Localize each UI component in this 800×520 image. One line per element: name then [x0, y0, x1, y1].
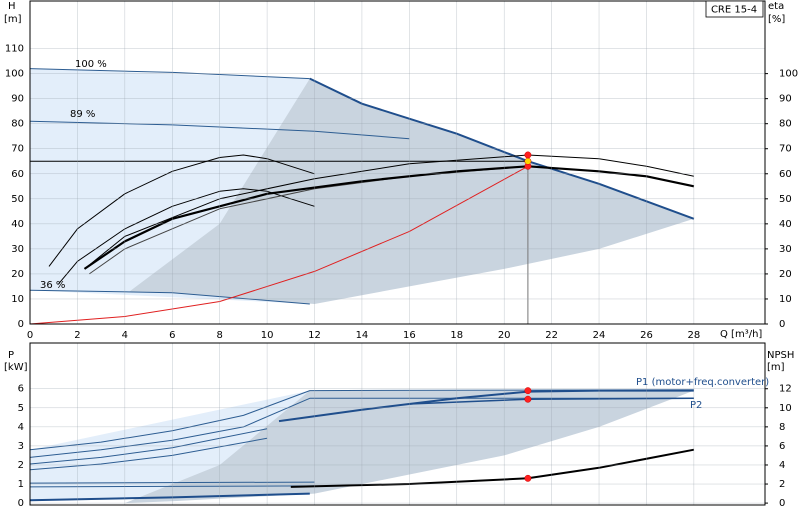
operating-point [524, 151, 532, 159]
plot-frame [29, 342, 766, 506]
curve [278, 389, 694, 423]
y-tick-label: 3 [18, 441, 24, 452]
y2-tick-label: 20 [779, 269, 792, 280]
curve [48, 154, 315, 267]
y2-tick-label: 12 [779, 384, 792, 395]
x-tick-label: 0 [27, 330, 33, 341]
axis-label: NPSH [767, 350, 794, 361]
axis-label: [m] [767, 362, 785, 373]
chart-title: CRE 15-4 [711, 5, 757, 16]
x-tick-label: 16 [403, 330, 416, 341]
y-tick-label: 100 [5, 69, 24, 80]
y2-tick-label: 10 [779, 403, 792, 414]
title-box [705, 0, 764, 18]
y2-tick-label: 100 [779, 69, 798, 80]
annotation: P1 (motor+freq.converter) [636, 377, 769, 388]
y-tick-label: 80 [11, 119, 24, 130]
grid-group [29, 343, 765, 505]
x-tick-label: 18 [450, 330, 463, 341]
curve [30, 397, 694, 458]
axis-label: [m] [4, 14, 22, 25]
y-tick-label: 0 [18, 319, 24, 330]
operating-point [524, 387, 532, 395]
x-tick-label: 2 [74, 330, 80, 341]
y-tick-label: 2 [18, 460, 24, 471]
y-tick-label: 1 [18, 479, 24, 490]
axis-label: eta [768, 1, 784, 12]
x-axis-label: Q [m³/h] [720, 329, 762, 340]
y2-tick-label: 0 [779, 498, 785, 509]
y2-tick-label: 50 [779, 194, 792, 205]
plot-frame [29, 0, 766, 325]
x-tick-label: 22 [545, 330, 558, 341]
plots: 0 2 4 6 8 10 12 14 16 18 20 22 24 26 28010203040506070… [4, 0, 798, 509]
y2-tick-label: 2 [779, 479, 785, 490]
y2-tick-label: 6 [779, 441, 785, 452]
curve [30, 389, 694, 451]
axis-label: [kW] [4, 362, 28, 373]
operating-point [524, 474, 532, 482]
y2-tick-label: 30 [779, 244, 792, 255]
x-tick-label: 20 [498, 330, 511, 341]
y-tick-label: 30 [11, 244, 24, 255]
y-tick-label: 40 [11, 219, 24, 230]
y2-tick-label: 70 [779, 144, 792, 155]
chart-panel: 0 2 4 6 8 10 12 14 16 18 20 22 24 26 28010203040506070… [4, 0, 798, 341]
annotation: 100 % [75, 59, 107, 70]
x-tick-label: 14 [356, 330, 369, 341]
axis-label: H [8, 1, 16, 12]
x-tick-label: 24 [593, 330, 606, 341]
y2-tick-label: 10 [779, 294, 792, 305]
y-tick-label: 0 [18, 498, 24, 509]
x-tick-label: 10 [261, 330, 274, 341]
axis-label: [%] [768, 14, 785, 25]
y2-tick-label: 0 [779, 319, 785, 330]
annotation: P2 [690, 400, 702, 411]
y2-tick-label: 90 [779, 94, 792, 105]
y2-tick-label: 8 [779, 422, 785, 433]
y2-tick-label: 4 [779, 460, 785, 471]
y-tick-label: 70 [11, 144, 24, 155]
y-tick-label: 60 [11, 169, 24, 180]
y-tick-label: 6 [18, 384, 24, 395]
operating-point [524, 395, 532, 403]
y2-tick-label: 40 [779, 219, 792, 230]
x-tick-label: 6 [169, 330, 175, 341]
y-tick-label: 5 [18, 403, 24, 414]
y2-tick-label: 80 [779, 119, 792, 130]
y-tick-label: 4 [18, 422, 24, 433]
x-tick-label: 26 [640, 330, 653, 341]
curve [309, 77, 695, 220]
annotation: 89 % [70, 109, 95, 120]
x-tick-label: 12 [308, 330, 321, 341]
y-tick-label: 110 [5, 44, 24, 55]
annotation: 36 % [40, 280, 65, 291]
region [129, 78, 694, 304]
x-tick-label: 8 [216, 330, 222, 341]
axis-label: P [8, 350, 14, 361]
x-tick-label: 4 [122, 330, 128, 341]
y-tick-label: 90 [11, 94, 24, 105]
x-tick-label: 28 [688, 330, 701, 341]
y-tick-label: 50 [11, 194, 24, 205]
y2-tick-label: 60 [779, 169, 792, 180]
y-tick-label: 10 [11, 294, 24, 305]
operating-point [524, 157, 532, 165]
y-tick-label: 20 [11, 269, 24, 280]
